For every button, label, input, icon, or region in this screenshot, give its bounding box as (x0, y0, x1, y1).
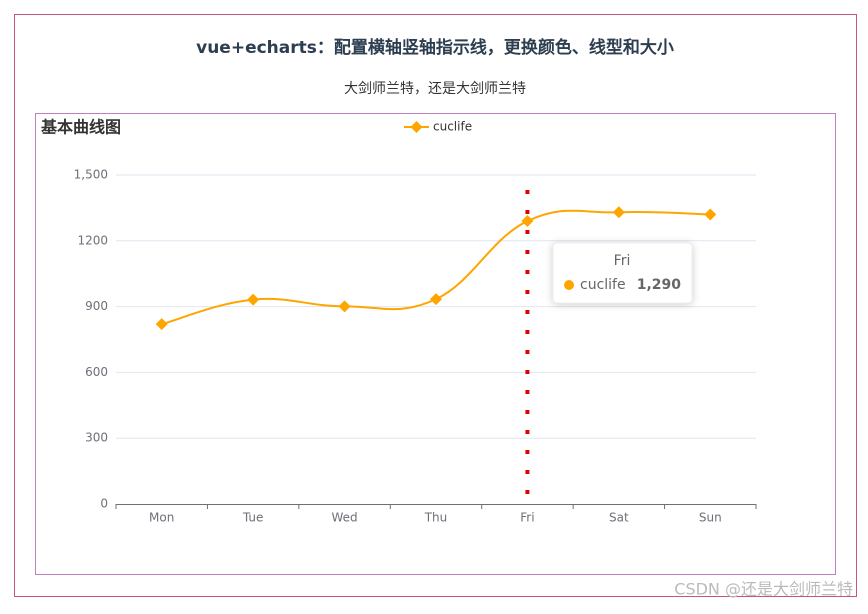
x-tick-label: Tue (242, 511, 264, 525)
x-tick-label: Thu (424, 511, 448, 525)
legend-marker (410, 121, 423, 133)
data-point (155, 318, 168, 331)
y-tick-label: 300 (85, 431, 108, 445)
tooltip-title: Fri (614, 253, 631, 269)
data-point (521, 215, 534, 228)
y-tick-label: 1,500 (74, 168, 108, 182)
page-title: vue+echarts：配置横轴竖轴指示线，更换颜色、线型和大小 (196, 37, 674, 58)
x-tick-label: Wed (331, 511, 357, 525)
chart-frame (35, 113, 836, 575)
y-tick-label: 0 (100, 497, 108, 511)
legend-label: cuclife (433, 120, 472, 134)
tooltip-dot (564, 280, 574, 290)
x-tick-label: Mon (149, 511, 174, 525)
tooltip-value: 1,290 (637, 277, 682, 293)
tooltip-series: cuclife (580, 277, 626, 293)
outer-frame (14, 14, 857, 597)
x-tick-label: Fri (520, 511, 534, 525)
y-tick-label: 600 (85, 365, 108, 379)
tooltip: Fri cuclife 1,290 (552, 242, 693, 304)
data-point (430, 293, 442, 306)
data-point (704, 208, 717, 221)
data-point (247, 293, 260, 306)
data-point (612, 206, 625, 219)
x-tick-label: Sun (699, 511, 722, 525)
y-tick-label: 1200 (77, 233, 108, 247)
data-point (338, 300, 351, 313)
watermark: CSDN @还是大剑师兰特 (674, 580, 853, 599)
x-tick-label: Sat (609, 511, 629, 525)
chart-title: 基本曲线图 (40, 118, 121, 137)
y-tick-label: 900 (85, 299, 108, 313)
tooltip-box (552, 242, 693, 304)
page-subtitle: 大剑师兰特，还是大剑师兰特 (344, 81, 526, 97)
